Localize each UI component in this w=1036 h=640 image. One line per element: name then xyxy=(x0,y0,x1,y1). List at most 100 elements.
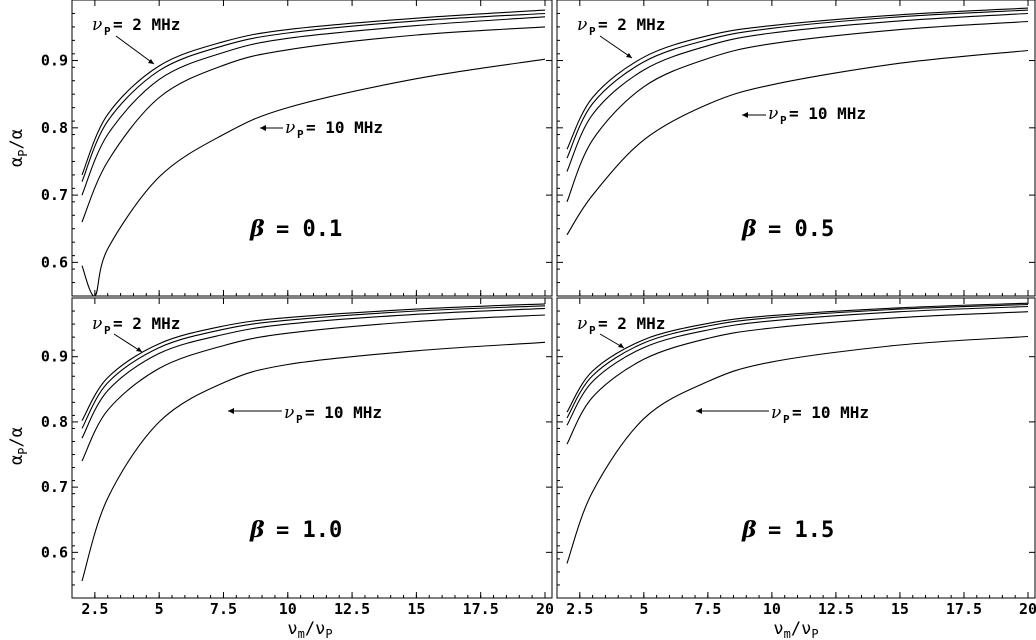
arrowhead-icon xyxy=(742,112,748,118)
annotation-arrow xyxy=(115,35,155,65)
y-tick-label: 0.9 xyxy=(41,52,68,70)
series-line-3 xyxy=(81,314,546,462)
x-axis-mid: /ν xyxy=(305,619,325,639)
x-tick-label: 2.5 xyxy=(81,600,108,618)
beta-value: = 0.1 xyxy=(276,217,342,242)
annotation-sub: P xyxy=(296,413,303,426)
beta-symbol: β xyxy=(741,216,757,242)
y-axis-label: αP/α xyxy=(7,427,30,465)
annotation-nu: ν xyxy=(577,15,587,35)
panel-frame xyxy=(71,0,553,297)
beta-symbol: β xyxy=(249,216,265,242)
x-axis-mid: /ν xyxy=(791,619,811,639)
annotation-sub: P xyxy=(297,128,304,141)
y-axis-main: α xyxy=(7,455,27,465)
x-tick-label: 12.5 xyxy=(334,600,370,618)
annotation-sub: P xyxy=(589,324,596,337)
x-tick-label: 7.5 xyxy=(210,600,237,618)
x-tick-label: 10 xyxy=(279,600,297,618)
y-tick-label: 0.8 xyxy=(41,119,68,137)
beta-label: β = 1.0 xyxy=(249,517,342,543)
series-line-2 xyxy=(566,12,1029,172)
y-tick-label: 0.6 xyxy=(41,253,68,271)
series-line-3 xyxy=(81,26,546,223)
annotation-nu: ν xyxy=(768,104,778,124)
series-line-2 xyxy=(81,307,546,439)
annotation-sub: P xyxy=(783,413,790,426)
x-tick-label: 5 xyxy=(639,600,648,618)
annotation-text: = 10 MHz xyxy=(789,104,866,123)
y-tick-label: 0.7 xyxy=(41,478,68,496)
series-line-3 xyxy=(566,20,1029,203)
annotation-nu: ν xyxy=(771,403,781,423)
x-tick-label: 5 xyxy=(155,600,164,618)
y-axis-title: αP/α xyxy=(7,427,30,465)
annotation-arrow xyxy=(599,35,633,59)
x-tick-label: 15 xyxy=(891,600,909,618)
annotation-nu: ν xyxy=(577,314,587,334)
x-axis-main: ν xyxy=(287,619,297,639)
arrowhead-icon xyxy=(696,408,702,414)
x-tick-label: 7.5 xyxy=(694,600,721,618)
arrowhead-icon xyxy=(626,53,632,58)
y-axis-tail: /α xyxy=(7,129,27,149)
y-tick-label: 0.9 xyxy=(41,348,68,366)
y-axis-label: αP/α xyxy=(7,129,30,167)
curves xyxy=(81,9,546,296)
arrowhead-icon xyxy=(148,59,154,64)
beta-label: β = 1.5 xyxy=(741,517,834,543)
series-line-0 xyxy=(81,9,546,176)
annotation-text: = 2 MHz xyxy=(113,15,180,34)
y-tick-label: 0.6 xyxy=(41,543,68,561)
arrowhead-icon xyxy=(136,347,142,352)
annotation-sub: P xyxy=(780,114,787,127)
x-tick-label: 12.5 xyxy=(818,600,854,618)
beta-value: = 0.5 xyxy=(768,217,834,242)
y-axis-title: αP/α xyxy=(7,129,30,167)
annotation-10mhz: ν P = 10 MHz xyxy=(260,118,383,141)
series-line-1 xyxy=(566,9,1029,159)
series-line-0 xyxy=(566,302,1029,413)
annotation-10mhz: ν P = 10 MHz xyxy=(228,403,382,426)
annotation-text: = 10 MHz xyxy=(305,403,382,422)
series-line-1 xyxy=(81,12,546,182)
series-line-3 xyxy=(566,311,1029,445)
y-axis-tail: /α xyxy=(7,427,27,447)
beta-label: β = 0.1 xyxy=(249,216,342,242)
series-line-2 xyxy=(81,16,546,196)
panel-frame xyxy=(71,297,553,599)
y-axis-sub: P xyxy=(16,448,30,455)
x-axis-label: νm/νP xyxy=(773,619,818,640)
curves xyxy=(566,7,1029,236)
series-line-0 xyxy=(81,303,546,421)
x-tick-label: 17.5 xyxy=(946,600,982,618)
annotation-2mhz: ν P = 2 MHz xyxy=(577,15,665,59)
x-tick-label: 20 xyxy=(1019,600,1036,618)
panel-frame xyxy=(556,0,1036,297)
beta-label: β = 0.5 xyxy=(741,216,834,242)
annotation-sub: P xyxy=(104,25,111,38)
beta-symbol: β xyxy=(741,517,757,543)
series-line-0 xyxy=(566,7,1029,150)
annotation-text: = 10 MHz xyxy=(792,403,869,422)
annotation-10mhz: ν P = 10 MHz xyxy=(742,104,866,127)
series-line-1 xyxy=(566,303,1029,419)
beta-value: = 1.0 xyxy=(276,518,342,543)
annotation-nu: ν xyxy=(284,403,294,423)
annotation-arrow xyxy=(113,333,143,353)
x-tick-label: 10 xyxy=(763,600,781,618)
beta-value: = 1.5 xyxy=(768,518,834,543)
x-axis-sub2: P xyxy=(811,627,818,640)
beta-symbol: β xyxy=(249,517,265,543)
annotation-text: = 2 MHz xyxy=(598,314,665,333)
annotation-2mhz: ν P = 2 MHz xyxy=(92,15,180,65)
y-axis-main: α xyxy=(7,157,27,167)
arrowhead-icon xyxy=(228,408,234,414)
annotation-nu: ν xyxy=(92,314,102,334)
x-axis-sub2: P xyxy=(325,627,332,640)
x-axis-main: ν xyxy=(773,619,783,639)
x-tick-label: 17.5 xyxy=(463,600,499,618)
